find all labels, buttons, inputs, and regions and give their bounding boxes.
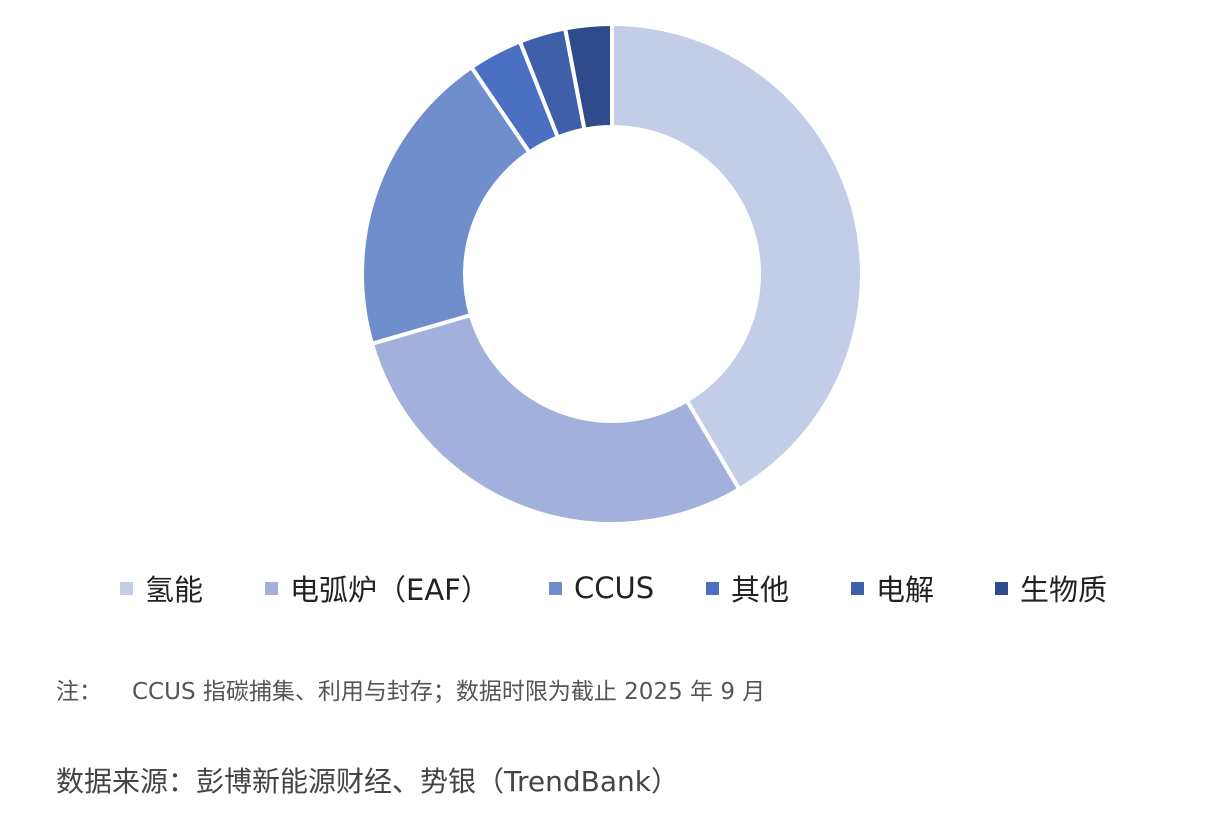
legend-label: 生物质: [1020, 573, 1108, 607]
legend-label: 电解: [876, 573, 935, 607]
donut-chart: [360, 22, 864, 526]
legend-label: 其他: [731, 573, 790, 607]
legend-item-electrolysis: 电解: [851, 566, 934, 610]
legend-label: 电弧炉（EAF）: [290, 573, 490, 607]
donut-slice-2: [360, 65, 532, 346]
note-text: CCUS 指碳捕集、利用与封存；数据时限为截止 2025 年 9 月: [132, 679, 766, 705]
donut-slice-5: [563, 22, 614, 132]
chart-legend: 氢能 电弧炉（EAF） CCUS 其他 电解 生物质: [0, 566, 1220, 610]
donut-slice-1: [369, 313, 742, 526]
chart-note: 注： CCUS 指碳捕集、利用与封存；数据时限为截止 2025 年 9 月: [56, 672, 765, 706]
legend-swatch: [995, 581, 1008, 595]
legend-swatch: [851, 581, 864, 595]
legend-swatch: [706, 581, 719, 595]
donut-slice-0: [610, 22, 864, 492]
data-source: 数据来源：彭博新能源财经、势银（TrendBank）: [56, 765, 679, 798]
legend-item-hydrogen: 氢能: [120, 566, 203, 610]
legend-item-other: 其他: [706, 566, 789, 610]
donut-chart-svg: [360, 22, 864, 526]
legend-item-ccus: CCUS: [549, 566, 654, 610]
legend-label: CCUS: [574, 571, 655, 605]
legend-swatch: [549, 581, 562, 595]
legend-item-eaf: 电弧炉（EAF）: [265, 566, 490, 610]
legend-swatch: [265, 581, 278, 595]
note-prefix: 注：: [56, 679, 102, 705]
legend-swatch: [120, 581, 133, 595]
legend-label: 氢能: [145, 573, 204, 607]
legend-item-biomass: 生物质: [995, 566, 1107, 610]
